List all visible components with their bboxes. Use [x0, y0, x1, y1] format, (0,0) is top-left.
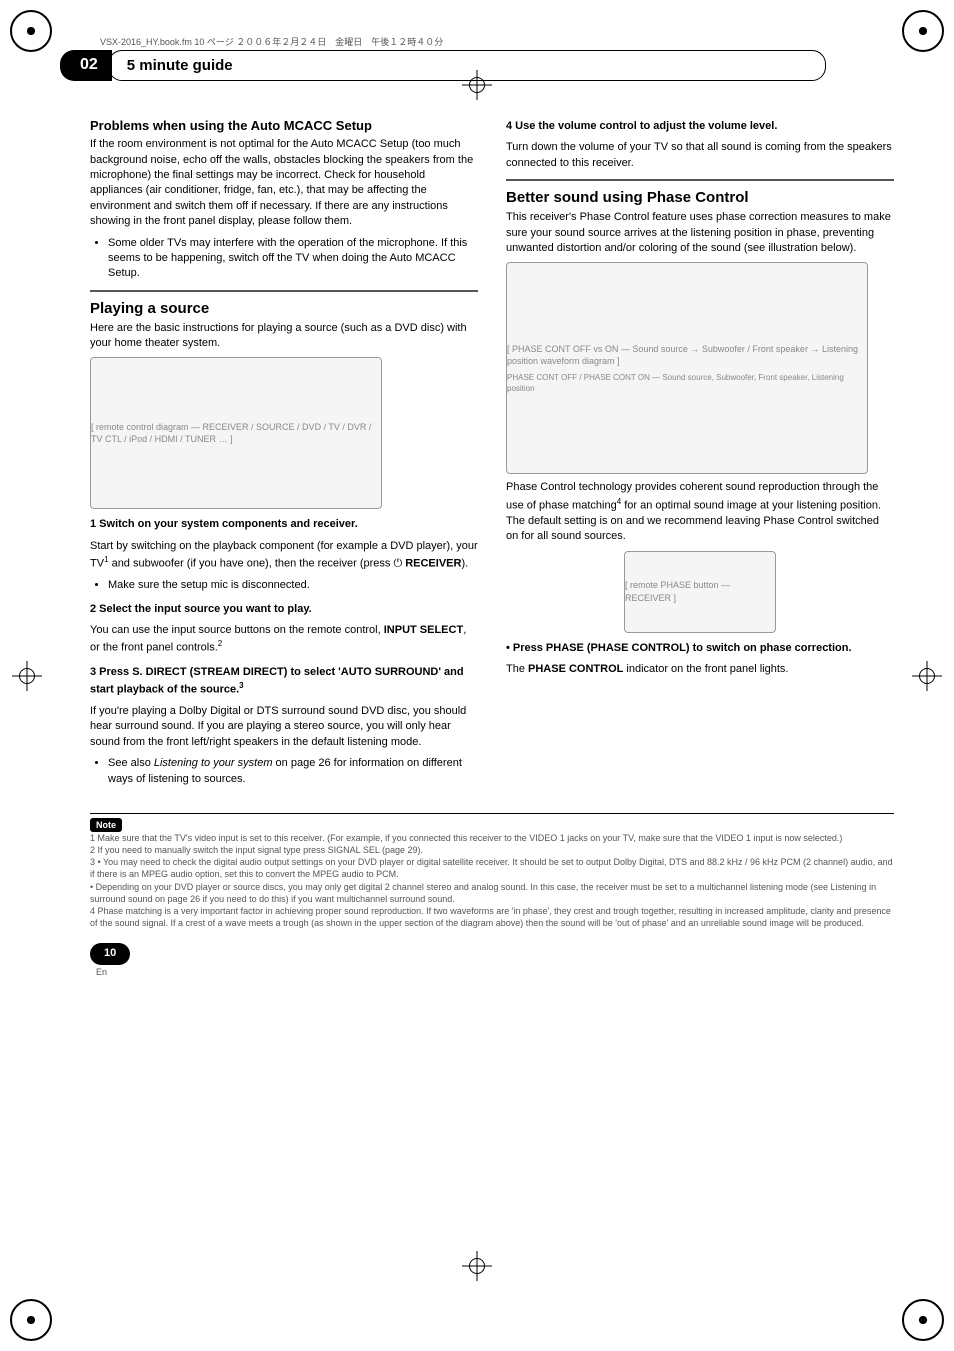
better-sound-heading: Better sound using Phase Control — [506, 179, 894, 208]
step1-body-d: ). — [461, 558, 468, 570]
step2-title: 2 Select the input source you want to pl… — [90, 602, 478, 617]
step1-body: Start by switching on the playback compo… — [90, 539, 478, 572]
footnote-1: 1 Make sure that the TV's video input is… — [90, 832, 894, 844]
reg-mark-bottom — [462, 1251, 492, 1281]
better-sound-body: This receiver's Phase Control feature us… — [506, 210, 894, 256]
step3-bullet-a: See also — [108, 757, 154, 769]
playing-heading: Playing a source — [90, 290, 478, 319]
phase-body-c: indicator on the front panel lights. — [623, 663, 788, 675]
label-phase-off: PHASE CONT OFF — [507, 373, 577, 382]
step3-body: If you're playing a Dolby Digital or DTS… — [90, 704, 478, 750]
step1-title: 1 Switch on your system components and r… — [90, 517, 478, 532]
phase-diagram: [ PHASE CONT OFF vs ON — Sound source → … — [506, 262, 868, 474]
step1-body-b: and subwoofer (if you have one), then th… — [109, 558, 394, 570]
phase-body-a: The — [506, 663, 528, 675]
footnote-ref-3: 3 — [239, 681, 243, 690]
step2-body-b: INPUT SELECT — [384, 624, 463, 636]
remote-figure: [ remote control diagram — RECEIVER / SO… — [90, 357, 382, 509]
step3-title-text: 3 Press S. DIRECT (STREAM DIRECT) to sel… — [90, 666, 464, 696]
step3-bullet: See also Listening to your system on pag… — [108, 756, 478, 787]
footnote-3a: 3 • You may need to check the digital au… — [90, 856, 894, 880]
step1-bullet: Make sure the setup mic is disconnected. — [108, 578, 478, 593]
phase-step: • Press PHASE (PHASE CONTROL) to switch … — [506, 641, 894, 656]
chapter-title: 5 minute guide — [108, 50, 826, 81]
phase-diagram-placeholder: [ PHASE CONT OFF vs ON — Sound source → … — [507, 343, 867, 368]
footnotes: Note 1 Make sure that the TV's video inp… — [90, 813, 894, 929]
chapter-bar: 02 5 minute guide — [90, 50, 894, 81]
problems-body: If the room environment is not optimal f… — [90, 137, 478, 229]
problems-heading: Problems when using the Auto MCACC Setup — [90, 117, 478, 135]
phase-tech-body: Phase Control technology provides cohere… — [506, 480, 894, 544]
phase-body: The PHASE CONTROL indicator on the front… — [506, 662, 894, 677]
note-label: Note — [90, 818, 122, 832]
problems-bullet: Some older TVs may interfere with the op… — [108, 236, 478, 282]
page-footer: 10 En — [90, 929, 894, 980]
chapter-number: 02 — [60, 50, 112, 80]
power-icon: ⏻ — [393, 558, 402, 570]
label-sound-source: Sound source — [662, 373, 711, 382]
footnote-3b: • Depending on your DVD player or source… — [90, 881, 894, 905]
left-column: Problems when using the Auto MCACC Setup… — [90, 111, 478, 793]
phase-remote-figure: [ remote PHASE button — RECEIVER ] — [624, 551, 776, 633]
corner-mark-br — [902, 1299, 944, 1341]
step3-bullet-b: Listening to your system — [154, 757, 273, 769]
figure-placeholder-text: [ remote control diagram — RECEIVER / SO… — [91, 421, 381, 446]
corner-mark-bl — [10, 1299, 52, 1341]
phase-remote-placeholder: [ remote PHASE button — RECEIVER ] — [625, 579, 775, 604]
step1-body-c: RECEIVER — [402, 558, 461, 570]
footnote-2: 2 If you need to manually switch the inp… — [90, 844, 894, 856]
right-column: 4 Use the volume control to adjust the v… — [506, 111, 894, 793]
label-subwoofer: Subwoofer — [716, 373, 754, 382]
step2-body-a: You can use the input source buttons on … — [90, 624, 384, 636]
step4-body: Turn down the volume of your TV so that … — [506, 140, 894, 171]
label-front-speaker: Front speaker — [758, 373, 807, 382]
page-lang: En — [96, 967, 107, 977]
step3-title: 3 Press S. DIRECT (STREAM DIRECT) to sel… — [90, 665, 478, 698]
footnote-ref-2: 2 — [218, 639, 222, 648]
phase-body-b: PHASE CONTROL — [528, 663, 623, 675]
footnote-4: 4 Phase matching is a very important fac… — [90, 905, 894, 929]
step2-body: You can use the input source buttons on … — [90, 623, 478, 656]
step4-title: 4 Use the volume control to adjust the v… — [506, 119, 894, 134]
label-phase-on: PHASE CONT ON — [584, 373, 650, 382]
phase-diagram-labels: PHASE CONT OFF / PHASE CONT ON — Sound s… — [507, 372, 867, 394]
page-number: 10 — [90, 943, 130, 964]
playing-intro: Here are the basic instructions for play… — [90, 321, 478, 352]
